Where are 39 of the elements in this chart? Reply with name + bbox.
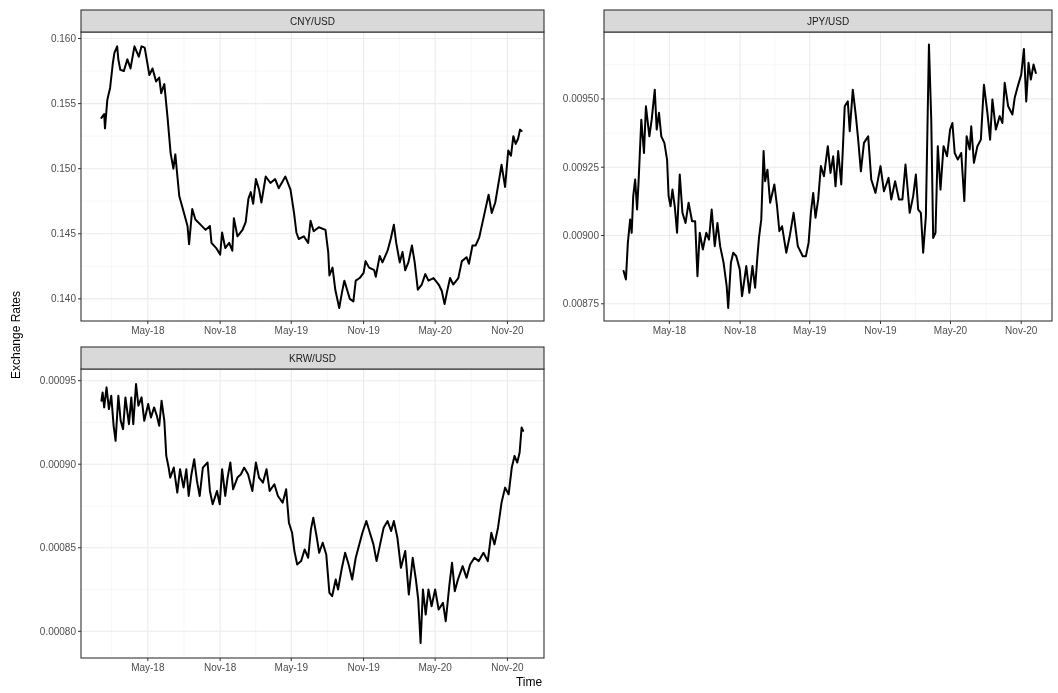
x-tick-label: May-19 [274, 325, 309, 336]
x-tick-label: Nov-18 [724, 325, 757, 336]
line-series [100, 45, 523, 309]
x-tick-label: May-18 [131, 662, 165, 673]
x-tick-label: Nov-19 [864, 325, 898, 336]
chart-title: KRW/USD [288, 352, 337, 364]
x-tick-label: Nov-19 [347, 325, 381, 336]
x-tick-label: Nov-20 [1005, 325, 1038, 336]
x-tick-label: Nov-18 [204, 662, 237, 673]
x-axis-title: Time [515, 675, 543, 689]
chart-title: JPY/USD [806, 15, 850, 27]
y-tick-label: 0.00090 [39, 458, 77, 470]
y-tick-label: 0.00875 [562, 298, 600, 310]
x-tick-label: Nov-20 [491, 325, 524, 336]
y-tick-label: 0.00085 [39, 542, 77, 554]
x-tick-label: Nov-18 [204, 325, 237, 336]
y-axis-title: Exchange Rates [9, 290, 23, 380]
y-tick-label: 0.150 [50, 163, 77, 175]
y-tick-label: 0.155 [50, 98, 77, 110]
x-tick-label: May-18 [652, 325, 687, 336]
x-tick-label: May-19 [793, 325, 827, 336]
y-tick-label: 0.145 [50, 228, 77, 240]
y-tick-label: 0.00900 [562, 230, 600, 241]
y-tick-label: 0.00950 [562, 93, 600, 105]
y-tick-label: 0.00925 [562, 161, 600, 173]
x-tick-label: May-18 [131, 325, 165, 336]
y-tick-label: 0.00080 [39, 625, 77, 637]
x-tick-label: May-19 [274, 662, 309, 673]
y-tick-label: 0.160 [50, 33, 77, 45]
x-tick-label: May-20 [933, 325, 968, 336]
y-tick-label: 0.00095 [39, 375, 77, 387]
line-series [100, 383, 525, 644]
y-tick-label: 0.140 [50, 293, 77, 305]
chart-title: CNY/USD [289, 15, 336, 27]
line-series [622, 43, 1037, 309]
x-tick-label: Nov-19 [347, 662, 381, 673]
x-tick-label: Nov-20 [491, 662, 524, 673]
x-tick-label: May-20 [418, 325, 453, 336]
x-tick-label: May-20 [418, 662, 453, 673]
